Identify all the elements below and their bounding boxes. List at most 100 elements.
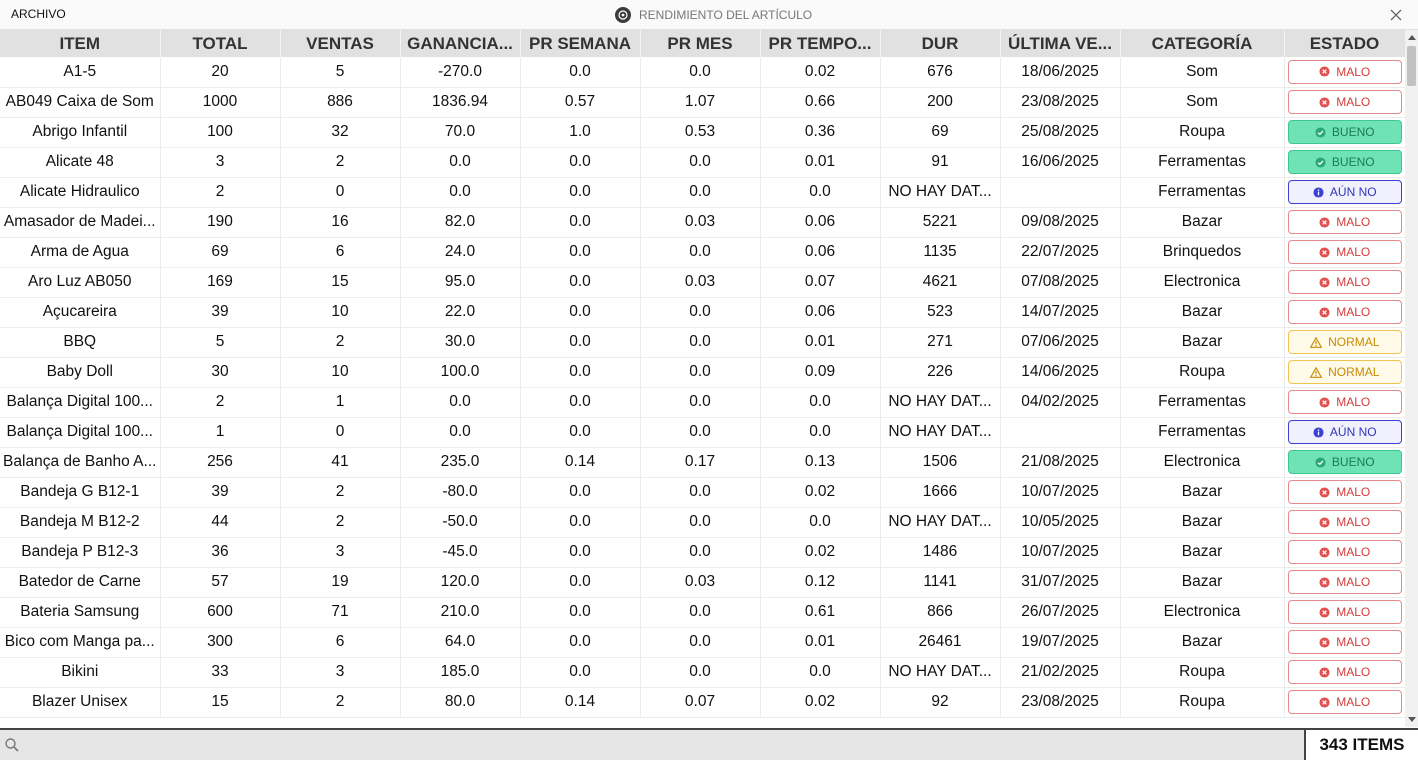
status-badge: MALO (1287, 90, 1402, 114)
table-row[interactable]: Bateria Samsung 600 71 210.0 0.0 0.0 0.61 866 26… (0, 597, 1405, 628)
column-header-categoria[interactable]: CATEGORÍA (1120, 30, 1285, 57)
table-row[interactable]: Bandeja M B12-2 44 2 -50.0 0.0 0.0 0.0 NO HAY D… (0, 507, 1405, 538)
table-row[interactable]: Bico com Manga pa... 300 6 64.0 0.0 0.0 0.01 26… (0, 627, 1405, 658)
table-row[interactable]: Açucareira 39 10 22.0 0.0 0.0 0.06 523 14/07/202… (0, 297, 1405, 328)
table-row[interactable]: BBQ 5 2 30.0 0.0 0.0 0.01 271 07/06/2025 Bazar NOR… (0, 327, 1405, 358)
scroll-up-button[interactable] (1405, 30, 1418, 44)
table-row[interactable]: Balança Digital 100... 2 1 0.0 0.0 0.0 0.0 NO H… (0, 387, 1405, 418)
column-header-pr-tempo[interactable]: PR TEMPO... (760, 30, 881, 57)
cell-pr-semana: 0.0 (520, 477, 641, 508)
search-icon (5, 738, 19, 752)
table-row[interactable]: AB049 Caixa de Som 1000 886 1836.94 0.57 1.07… (0, 87, 1405, 118)
cell-ultima: 19/07/2025 (1000, 627, 1121, 658)
status-badge: MALO (1287, 660, 1402, 684)
menu-archivo[interactable]: ARCHIVO (11, 7, 66, 21)
cell-pr-semana: 0.0 (520, 387, 641, 418)
cell-ultima: 04/02/2025 (1000, 387, 1121, 418)
close-window-button[interactable] (1386, 5, 1406, 25)
cell-dur: NO HAY DAT... (880, 417, 1001, 448)
cell-ventas: 3 (280, 657, 401, 688)
cell-ganancia: 0.0 (400, 147, 521, 178)
table-row[interactable]: Blazer Unisex 15 2 80.0 0.14 0.07 0.02 92 23/08/… (0, 687, 1405, 718)
cell-pr-semana: 0.0 (520, 657, 641, 688)
cell-ventas: 2 (280, 147, 401, 178)
column-header-total[interactable]: TOTAL (160, 30, 281, 57)
cell-categoria: Brinquedos (1120, 237, 1285, 268)
search-input[interactable] (22, 734, 1296, 758)
column-header-estado[interactable]: ESTADO (1284, 30, 1405, 57)
scroll-thumb[interactable] (1407, 46, 1416, 86)
cell-ventas: 71 (280, 597, 401, 628)
cell-pr-tempo: 0.0 (760, 177, 881, 208)
cell-dur: 523 (880, 297, 1001, 328)
cell-estado: NORMAL (1284, 357, 1405, 388)
cell-total: 190 (160, 207, 281, 238)
cell-total: 300 (160, 627, 281, 658)
table-row[interactable]: Aro Luz AB050 169 15 95.0 0.0 0.03 0.07 4621 07/… (0, 267, 1405, 298)
cell-pr-mes: 0.03 (640, 267, 761, 298)
column-header-pr-semana[interactable]: PR SEMANA (520, 30, 641, 57)
cell-item: Bandeja M B12-2 (0, 507, 161, 538)
cell-item: Aro Luz AB050 (0, 267, 161, 298)
cell-ganancia: 64.0 (400, 627, 521, 658)
table-row[interactable]: Balança Digital 100... 1 0 0.0 0.0 0.0 0.0 NO H… (0, 417, 1405, 448)
cell-pr-tempo: 0.66 (760, 87, 881, 118)
cell-estado: MALO (1284, 627, 1405, 658)
cell-dur: 1135 (880, 237, 1001, 268)
cell-estado: NORMAL (1284, 327, 1405, 358)
column-header-pr-mes[interactable]: PR MES (640, 30, 761, 57)
cell-ultima (1000, 417, 1121, 448)
cell-pr-mes: 0.0 (640, 297, 761, 328)
table-row[interactable]: Alicate Hidraulico 2 0 0.0 0.0 0.0 0.0 NO HAY D… (0, 177, 1405, 208)
cell-estado: MALO (1284, 57, 1405, 88)
cell-ventas: 2 (280, 507, 401, 538)
cell-pr-mes: 0.0 (640, 327, 761, 358)
table-row[interactable]: Abrigo Infantil 100 32 70.0 1.0 0.53 0.36 69 25/… (0, 117, 1405, 148)
cell-total: 100 (160, 117, 281, 148)
status-label: MALO (1336, 665, 1371, 679)
scroll-down-button[interactable] (1405, 713, 1418, 727)
cell-pr-mes: 0.0 (640, 237, 761, 268)
cell-item: Alicate Hidraulico (0, 177, 161, 208)
column-header-item[interactable]: ITEM (0, 30, 161, 57)
cell-ultima: 21/08/2025 (1000, 447, 1121, 478)
table-row[interactable]: Amasador de Madei... 190 16 82.0 0.0 0.03 0.06… (0, 207, 1405, 238)
table-row[interactable]: Bandeja G B12-1 39 2 -80.0 0.0 0.0 0.02 1666 10/… (0, 477, 1405, 508)
column-header-ultima[interactable]: ÚLTIMA VE... (1000, 30, 1121, 57)
error-icon (1319, 636, 1330, 648)
cell-pr-tempo: 0.01 (760, 327, 881, 358)
table-row[interactable]: Batedor de Carne 57 19 120.0 0.0 0.03 0.12 1141… (0, 567, 1405, 598)
window-title-group: RENDIMIENTO DEL ARTÍCULO (615, 6, 812, 24)
table-row[interactable]: Baby Doll 30 10 100.0 0.0 0.0 0.09 226 14/06/202… (0, 357, 1405, 388)
warning-icon (1310, 336, 1323, 348)
column-header-dur[interactable]: DUR (880, 30, 1001, 57)
status-badge: MALO (1287, 540, 1402, 564)
table-row[interactable]: Balança de Banho A... 256 41 235.0 0.14 0.17 0… (0, 447, 1405, 478)
cell-total: 256 (160, 447, 281, 478)
column-header-ventas[interactable]: VENTAS (280, 30, 401, 57)
table-row[interactable]: Bikini 33 3 185.0 0.0 0.0 0.0 NO HAY DAT... 21/0… (0, 657, 1405, 688)
cell-categoria: Bazar (1120, 477, 1285, 508)
error-icon (1319, 606, 1330, 618)
table-row[interactable]: Bandeja P B12-3 36 3 -45.0 0.0 0.0 0.02 1486 10/… (0, 537, 1405, 568)
cell-total: 2 (160, 387, 281, 418)
cell-total: 39 (160, 477, 281, 508)
cell-categoria: Ferramentas (1120, 387, 1285, 418)
table-row[interactable]: Arma de Agua 69 6 24.0 0.0 0.0 0.06 1135 22/07/2… (0, 237, 1405, 268)
check-circle-icon (1315, 156, 1326, 168)
cell-total: 39 (160, 297, 281, 328)
cell-estado: MALO (1284, 87, 1405, 118)
status-label: AÚN NO (1329, 185, 1377, 199)
cell-item: Balança de Banho A... (0, 447, 161, 478)
status-label: MALO (1336, 215, 1371, 229)
cell-categoria: Electronica (1120, 267, 1285, 298)
status-label: MALO (1336, 605, 1371, 619)
vertical-scrollbar[interactable] (1405, 30, 1418, 727)
status-label: MALO (1336, 575, 1371, 589)
table-row[interactable]: Alicate 48 3 2 0.0 0.0 0.0 0.01 91 16/06/2025 Fer… (0, 147, 1405, 178)
cell-item: Açucareira (0, 297, 161, 328)
cell-pr-semana: 0.14 (520, 447, 641, 478)
arrow-up-icon (1407, 35, 1416, 40)
table-row[interactable]: A1-5 20 5 -270.0 0.0 0.0 0.02 676 18/06/2025 Som M… (0, 57, 1405, 88)
column-header-ganancia[interactable]: GANANCIA... (400, 30, 521, 57)
